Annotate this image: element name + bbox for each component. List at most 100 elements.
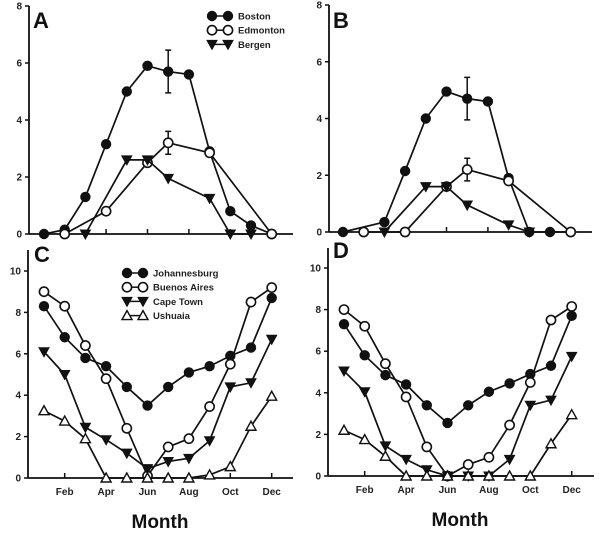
data-point — [462, 469, 475, 481]
data-point — [183, 453, 195, 465]
data-point — [442, 417, 453, 429]
data-point — [566, 301, 578, 312]
legend-item: Cape Town — [121, 296, 203, 308]
legend-marker — [222, 39, 234, 51]
panel-label: A — [33, 8, 49, 33]
data-point — [482, 96, 494, 107]
x-tick-label: Aug — [479, 485, 498, 496]
y-tick-label: 8 — [315, 305, 321, 316]
legend-item: Boston — [206, 10, 271, 23]
data-point — [566, 310, 577, 322]
legend-item: Ushuaia — [120, 309, 191, 322]
legend-marker — [136, 309, 150, 321]
data-point — [503, 454, 516, 466]
series-boston — [38, 49, 277, 240]
data-point — [378, 227, 391, 239]
data-point — [504, 378, 515, 389]
data-point — [483, 451, 495, 463]
data-point — [38, 286, 50, 298]
data-point — [245, 296, 257, 308]
data-point — [502, 220, 515, 231]
x-tick-label: Oct — [222, 487, 239, 498]
legend-label: Bergen — [238, 40, 271, 51]
data-point — [421, 400, 432, 411]
legend-marker — [137, 267, 149, 279]
data-point — [203, 193, 216, 205]
data-point — [142, 60, 153, 72]
data-point — [79, 229, 92, 241]
data-point — [100, 139, 112, 150]
data-point — [121, 381, 133, 393]
data-point — [162, 471, 175, 483]
series-line — [64, 141, 273, 235]
y-tick-label: 2 — [315, 430, 321, 441]
data-point — [121, 422, 133, 434]
data-point — [141, 471, 154, 483]
legend-item: Bergen — [206, 39, 271, 51]
data-point — [162, 173, 175, 185]
data-point — [162, 66, 174, 77]
data-point — [245, 378, 257, 389]
y-tick-label: 6 — [16, 59, 22, 70]
data-point — [503, 175, 514, 187]
data-point — [224, 382, 237, 393]
data-point — [80, 352, 91, 364]
legend-marker — [121, 281, 133, 293]
data-point — [379, 358, 391, 370]
legend-label: Johannesburg — [153, 269, 219, 280]
panel-d: D 0 2 4 6 8 10 Feb Apr Jun Aug Oct Dec Month — [310, 238, 594, 531]
data-point — [461, 164, 473, 175]
y-tick-label: 2 — [316, 171, 322, 182]
data-point — [141, 464, 154, 475]
data-point — [482, 469, 496, 481]
legend-item: Johannesburg — [121, 267, 219, 280]
x-tick-label: Oct — [522, 485, 539, 496]
data-point — [224, 229, 237, 241]
data-point — [463, 400, 474, 411]
series-line — [383, 185, 530, 233]
series-line — [343, 315, 573, 425]
data-point — [379, 441, 392, 452]
data-point — [79, 432, 92, 444]
y-tick-label: 2 — [15, 432, 21, 443]
y-tick-label: 6 — [315, 347, 321, 358]
data-point — [224, 358, 236, 370]
data-point — [265, 389, 278, 401]
data-point — [120, 471, 133, 483]
data-point — [265, 334, 278, 346]
data-point — [59, 228, 71, 240]
data-point — [524, 400, 537, 412]
data-point — [266, 282, 278, 293]
data-point — [544, 437, 558, 449]
y-tick-label: 0 — [316, 228, 322, 239]
data-point — [359, 320, 371, 332]
data-point — [100, 361, 112, 372]
legend-marker — [206, 10, 218, 22]
data-point — [80, 340, 91, 351]
data-point — [565, 408, 578, 420]
data-point — [100, 205, 112, 217]
data-point — [162, 441, 174, 453]
series-line — [363, 168, 572, 233]
series-line — [43, 64, 273, 235]
series-buenos-aires — [338, 301, 578, 482]
data-point — [203, 436, 216, 447]
data-point — [244, 419, 258, 431]
series-line — [343, 414, 573, 477]
y-tick-label: 4 — [16, 116, 22, 127]
data-point — [379, 449, 392, 461]
data-point — [544, 226, 556, 238]
data-point — [441, 86, 452, 97]
data-point — [338, 304, 350, 315]
x-tick-label: Feb — [56, 487, 74, 498]
data-point — [266, 228, 278, 240]
legend-item: Edmonton — [206, 24, 285, 37]
panel-label: B — [333, 8, 349, 33]
series-line — [43, 338, 273, 470]
data-point — [338, 366, 350, 377]
legend-marker — [121, 296, 133, 308]
x-axis-label: Month — [132, 512, 189, 533]
data-point — [59, 332, 70, 343]
x-tick-label: Feb — [356, 485, 374, 496]
